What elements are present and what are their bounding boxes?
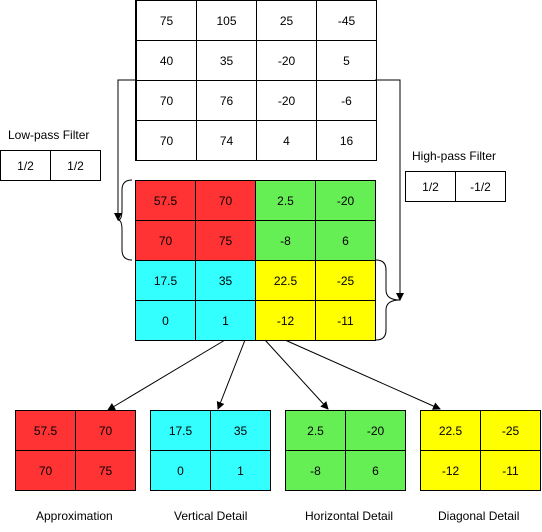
transformed-cell: -20	[315, 180, 376, 221]
low-pass-label: Low-pass Filter	[8, 128, 90, 142]
transformed-matrix: 57.5 70 2.5 -20 70 75 -8 6 17.5 35 22.5 …	[135, 180, 376, 341]
high-pass-filter: 1/2 -1/2	[405, 171, 506, 202]
transformed-cell: 2.5	[255, 180, 316, 221]
transformed-cell: -11	[315, 300, 376, 341]
vertical-detail-cell: 17.5	[150, 410, 211, 451]
transformed-cell: 1	[195, 300, 256, 341]
horizontal-detail-cell: -8	[285, 450, 346, 491]
transformed-cell: 57.5	[135, 180, 196, 221]
input-cell: 4	[256, 120, 317, 161]
transformed-cell: 17.5	[135, 260, 196, 301]
approximation-matrix: 57.5 70 70 75	[15, 410, 136, 491]
input-cell: -20	[256, 40, 317, 81]
input-cell: -6	[316, 80, 377, 121]
horizontal-detail-label: Horizontal Detail	[305, 509, 394, 523]
transformed-cell: -8	[255, 220, 316, 261]
input-cell: 70	[136, 80, 197, 121]
transformed-cell: 70	[135, 220, 196, 261]
input-cell: 5	[316, 40, 377, 81]
transformed-cell: 35	[195, 260, 256, 301]
diagonal-detail-cell: 22.5	[420, 410, 481, 451]
transformed-cell: 22.5	[255, 260, 316, 301]
horizontal-detail-cell: 2.5	[285, 410, 346, 451]
vertical-detail-label: Vertical Detail	[174, 509, 248, 523]
vertical-detail-cell: 35	[210, 410, 271, 451]
input-matrix: 75 105 25 -45 40 35 -20 5 70 76 -20 -6 7…	[135, 0, 377, 161]
low-pass-filter: 1/2 1/2	[0, 150, 101, 181]
arrow-vertical	[216, 339, 246, 410]
approximation-label: Approximation	[36, 509, 113, 523]
diagonal-detail-matrix: 22.5 -25 -12 -11	[420, 410, 541, 491]
high-pass-coeff: 1/2	[405, 171, 456, 202]
horizontal-detail-cell: -20	[345, 410, 406, 451]
input-cell: 105	[196, 0, 257, 41]
transformed-cell: -12	[255, 300, 316, 341]
transformed-cell: 6	[315, 220, 376, 261]
input-cell: 70	[136, 120, 197, 161]
input-cell: 74	[196, 120, 257, 161]
low-pass-coeff: 1/2	[0, 150, 51, 181]
input-cell: -20	[256, 80, 317, 121]
transformed-cell: 0	[135, 300, 196, 341]
vertical-detail-cell: 0	[150, 450, 211, 491]
vertical-detail-matrix: 17.5 35 0 1	[150, 410, 271, 491]
input-cell: 75	[136, 0, 197, 41]
input-cell: 76	[196, 80, 257, 121]
high-pass-coeff: -1/2	[455, 171, 506, 202]
arrow-diagonal	[284, 339, 441, 410]
low-pass-coeff: 1/2	[50, 150, 101, 181]
transformed-cell: 75	[195, 220, 256, 261]
transformed-cell: -25	[315, 260, 376, 301]
diagonal-detail-cell: -11	[480, 450, 541, 491]
approximation-cell: 70	[75, 410, 136, 451]
horizontal-detail-matrix: 2.5 -20 -8 6	[285, 410, 406, 491]
arrow-approximation	[107, 339, 226, 411]
input-cell: 25	[256, 0, 317, 41]
input-cell: 35	[196, 40, 257, 81]
input-cell: 16	[316, 120, 377, 161]
diagonal-detail-cell: -25	[480, 410, 541, 451]
high-pass-label: High-pass Filter	[412, 149, 497, 163]
high-pass-bracket	[375, 259, 401, 341]
vertical-detail-cell: 1	[210, 450, 271, 491]
input-cell: 40	[136, 40, 197, 81]
arrow-horizontal	[264, 339, 329, 410]
low-pass-connector	[114, 79, 135, 221]
approximation-cell: 75	[75, 450, 136, 491]
low-pass-bracket	[117, 179, 133, 261]
approximation-cell: 57.5	[15, 410, 76, 451]
high-pass-connector	[375, 79, 404, 301]
approximation-cell: 70	[15, 450, 76, 491]
diagonal-detail-cell: -12	[420, 450, 481, 491]
diagonal-detail-label: Diagonal Detail	[438, 509, 520, 523]
transformed-cell: 70	[195, 180, 256, 221]
input-cell: -45	[316, 0, 377, 41]
horizontal-detail-cell: 6	[345, 450, 406, 491]
